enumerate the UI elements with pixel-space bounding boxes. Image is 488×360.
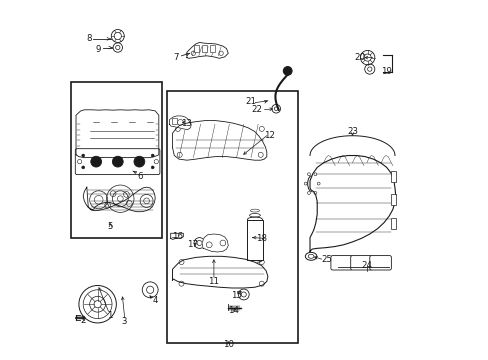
FancyBboxPatch shape	[369, 256, 390, 270]
Text: 4: 4	[152, 296, 158, 305]
Text: 5: 5	[108, 222, 113, 231]
Text: 13: 13	[180, 118, 191, 127]
Text: 2: 2	[81, 316, 86, 325]
Circle shape	[283, 67, 291, 75]
Polygon shape	[76, 110, 159, 158]
Text: 9: 9	[95, 45, 101, 54]
Polygon shape	[202, 234, 228, 252]
Bar	[71, 82, 162, 238]
Text: 22: 22	[251, 105, 262, 114]
Text: 18: 18	[256, 234, 267, 243]
Text: 24: 24	[361, 261, 372, 270]
FancyBboxPatch shape	[350, 256, 371, 270]
Text: 7: 7	[173, 53, 179, 62]
Polygon shape	[172, 256, 267, 288]
Bar	[210, 45, 215, 52]
Bar	[390, 194, 395, 205]
Text: 21: 21	[245, 97, 256, 106]
Circle shape	[151, 166, 154, 169]
Text: 17: 17	[186, 240, 197, 248]
Text: 3: 3	[121, 317, 126, 325]
Text: 11: 11	[208, 277, 219, 286]
Bar	[167, 91, 297, 343]
Bar	[202, 45, 207, 52]
Circle shape	[112, 156, 123, 167]
Text: 10: 10	[223, 341, 233, 349]
Polygon shape	[186, 42, 228, 58]
Bar	[171, 118, 177, 124]
Bar	[390, 171, 395, 182]
Circle shape	[81, 166, 84, 169]
Polygon shape	[309, 156, 395, 251]
Text: 14: 14	[228, 306, 239, 315]
Polygon shape	[172, 121, 266, 160]
Text: 1: 1	[106, 310, 112, 320]
Text: 6: 6	[137, 172, 142, 181]
Circle shape	[134, 156, 144, 167]
Circle shape	[81, 154, 84, 157]
Circle shape	[91, 156, 102, 167]
FancyBboxPatch shape	[330, 256, 352, 270]
Text: 23: 23	[346, 127, 357, 136]
Text: 20: 20	[353, 53, 365, 62]
Text: 16: 16	[172, 233, 183, 241]
FancyBboxPatch shape	[75, 149, 160, 175]
Circle shape	[151, 154, 154, 157]
Text: 15: 15	[231, 292, 242, 300]
Text: 8: 8	[86, 34, 92, 43]
Text: 12: 12	[264, 130, 275, 139]
Text: 19: 19	[380, 67, 391, 76]
Polygon shape	[169, 116, 191, 130]
Bar	[390, 218, 395, 229]
Polygon shape	[83, 187, 155, 212]
Bar	[247, 220, 262, 260]
Text: 25: 25	[321, 256, 331, 264]
Bar	[194, 45, 199, 52]
